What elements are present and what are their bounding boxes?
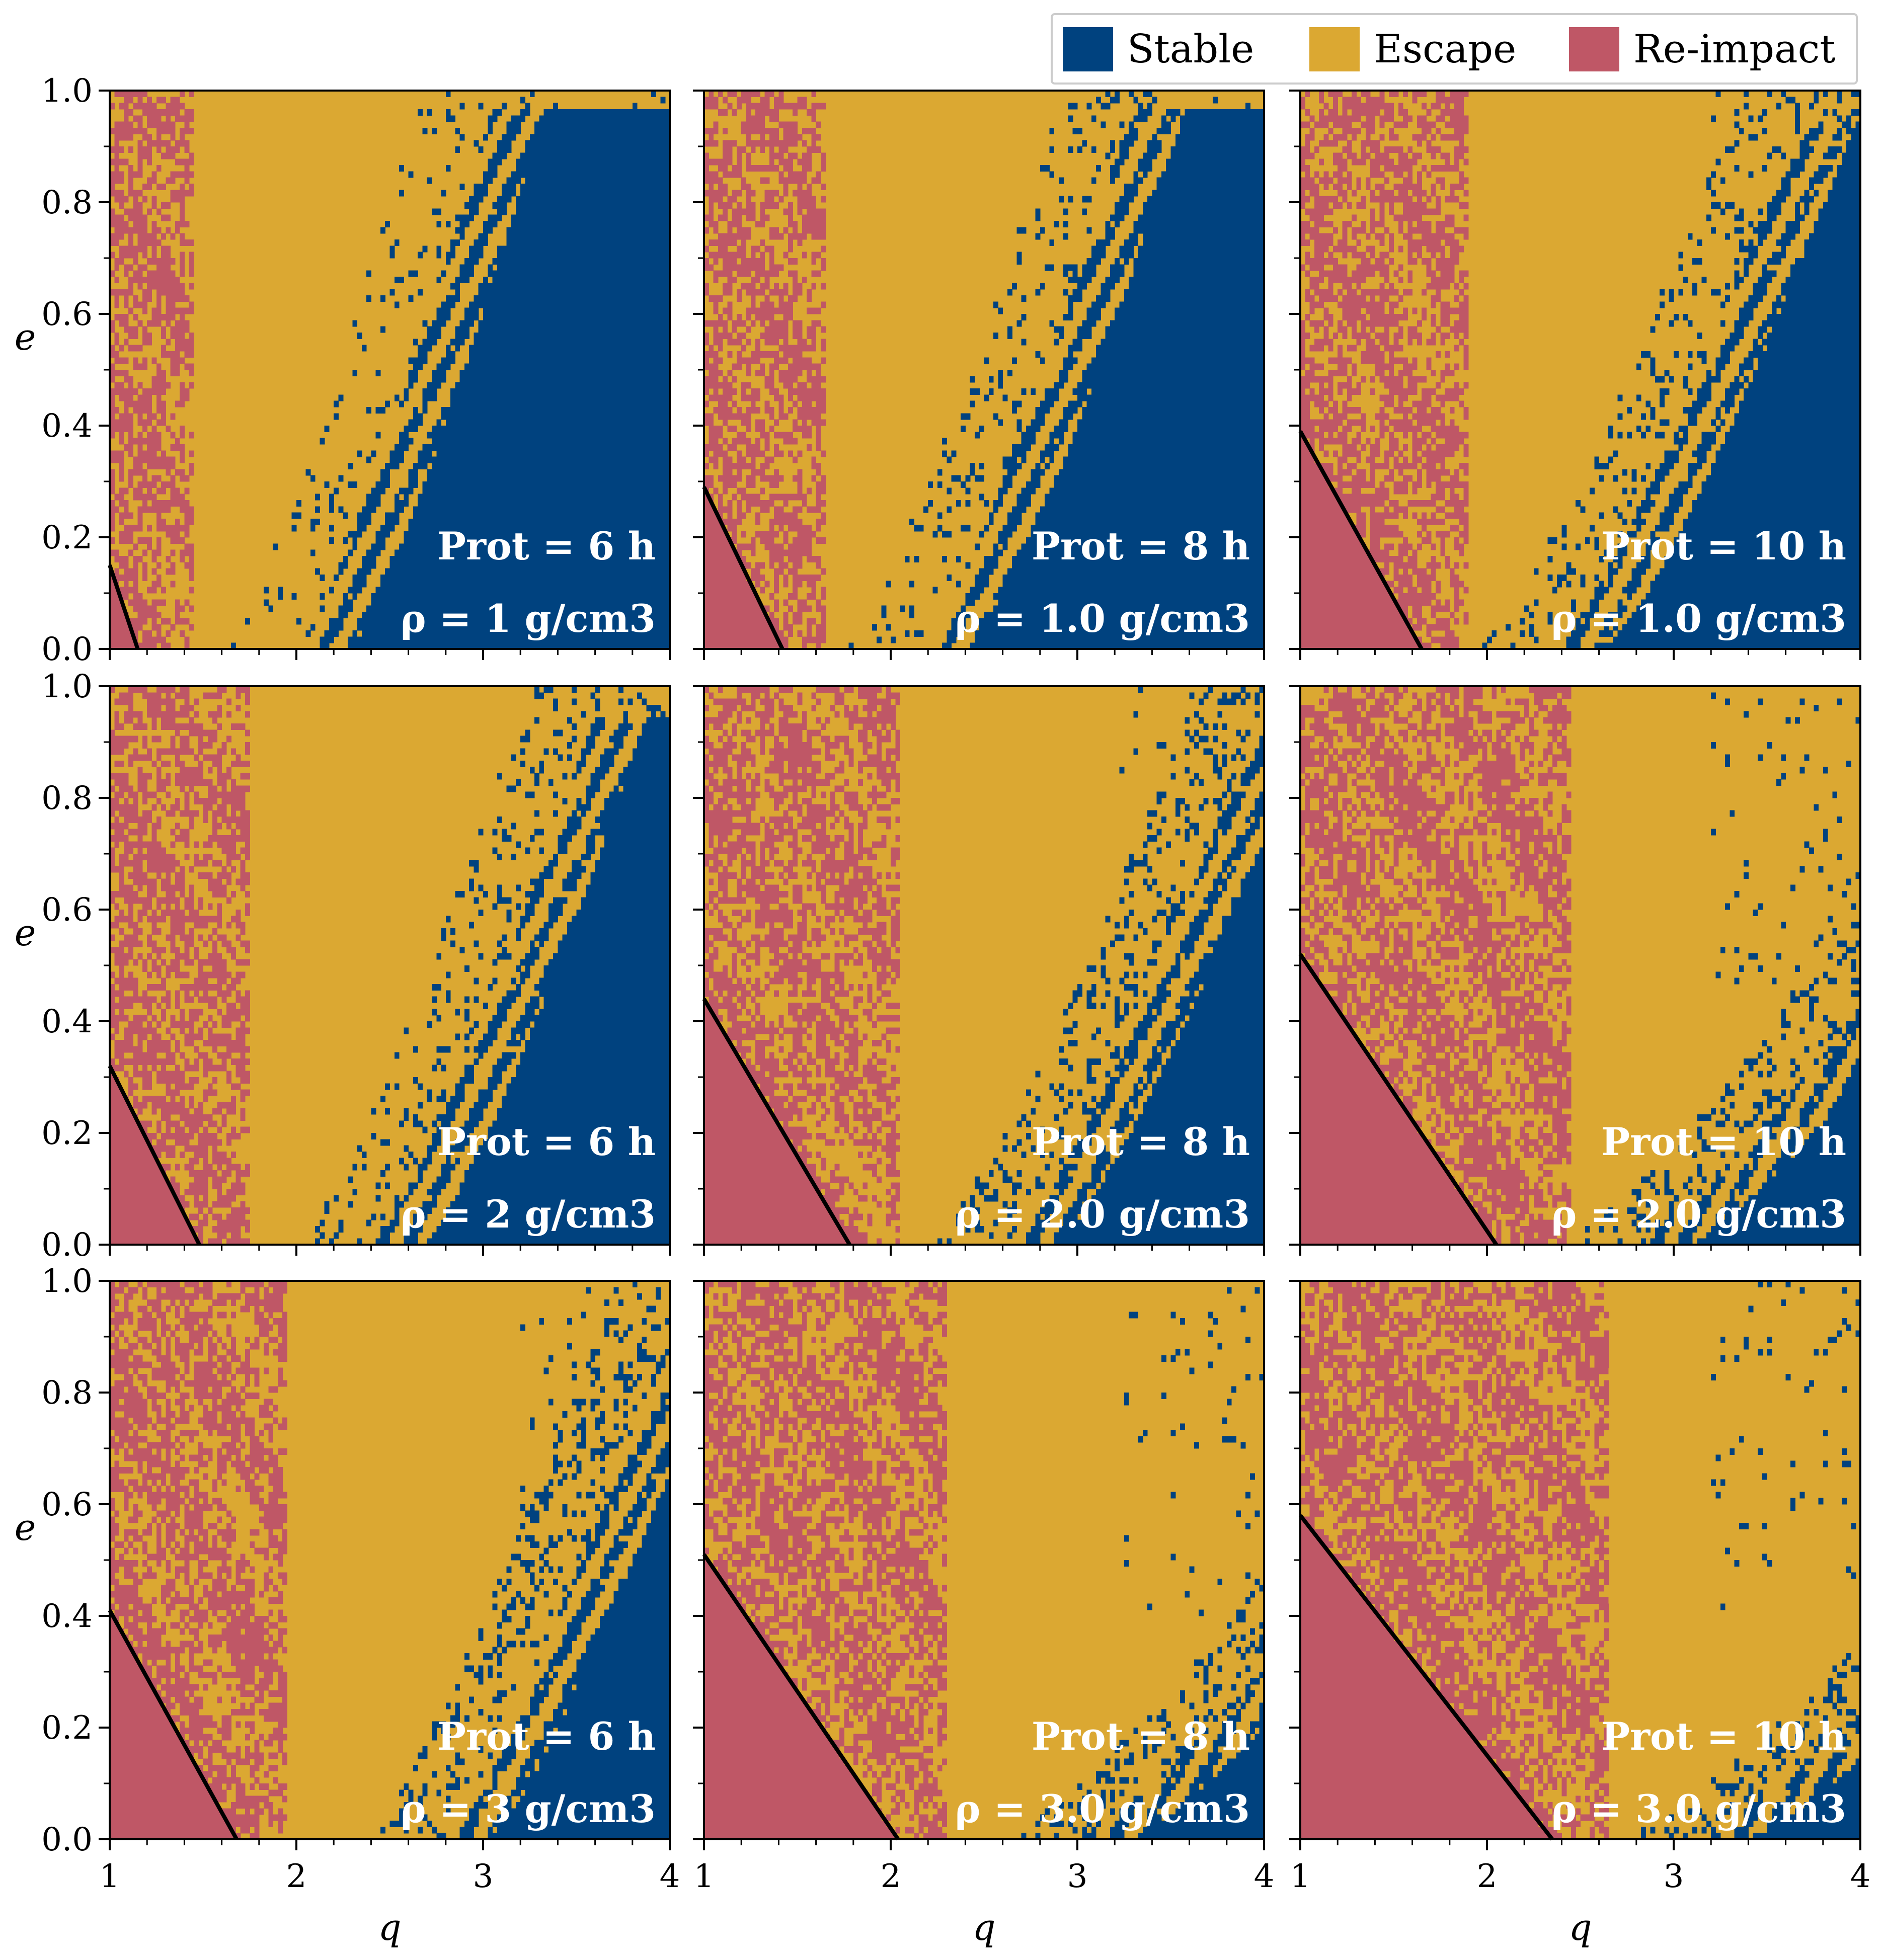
panels: 0.0 0.2 0.4 0.6 0.8 1.0 e Prot = 6 h ρ = 1 g/cm3… <box>15 72 1871 1948</box>
boundary-line <box>1298 953 1498 1246</box>
panel-2-3: Prot = 10 h ρ = 2.0 g/cm3 <box>1289 685 1861 1256</box>
boundary-line <box>108 1065 201 1246</box>
x-tick-label: 3 <box>473 1858 494 1895</box>
boundary-line <box>1298 430 1424 650</box>
panel-2-1: 0.0 0.2 0.4 0.6 0.8 1.0 e Prot = 6 h ρ = 2 g/cm3 <box>15 668 671 1264</box>
y-tick-label: 0.2 <box>41 1709 93 1747</box>
x-axis-label: q <box>1568 1906 1592 1948</box>
y-tick-label: 0.0 <box>41 631 93 668</box>
y-tick-label: 0.2 <box>41 1115 93 1152</box>
x-tick-label: 4 <box>660 1858 680 1895</box>
boundary-line <box>108 1609 239 1840</box>
heatmap-cells <box>110 1281 670 1840</box>
y-tick-label: 0.4 <box>41 407 93 445</box>
panel-rotation-label: Prot = 10 h <box>1601 1714 1846 1759</box>
legend-box <box>1051 13 1858 85</box>
panel-density-label: ρ = 3 g/cm3 <box>401 1786 656 1831</box>
y-tick-label: 0.8 <box>41 1374 93 1412</box>
y-tick-label: 0.0 <box>41 1821 93 1858</box>
panel-rotation-label: Prot = 8 h <box>1032 1714 1250 1759</box>
x-tick-label: 2 <box>286 1858 307 1895</box>
y-tick-label: 0.4 <box>41 1598 93 1635</box>
x-tick-label: 1 <box>100 1858 120 1895</box>
legend: Stable Escape Re-impact <box>1051 13 1858 85</box>
panel-rotation-label: Prot = 10 h <box>1601 524 1846 568</box>
panel-1-3: Prot = 10 h ρ = 1.0 g/cm3 <box>1289 90 1861 660</box>
panel-rotation-label: Prot = 6 h <box>437 1119 656 1164</box>
x-tick-label: 1 <box>1290 1858 1311 1895</box>
legend-label-escape: Escape <box>1374 27 1516 72</box>
boundary-line <box>1298 1514 1554 1841</box>
boundary-line <box>702 1553 900 1841</box>
legend-swatch-escape <box>1309 27 1360 71</box>
y-tick-label: 0.4 <box>41 1003 93 1040</box>
y-tick-label: 0.6 <box>41 1486 93 1523</box>
y-tick-label: 0.6 <box>41 891 93 929</box>
x-tick-label: 2 <box>881 1858 901 1895</box>
panel-rotation-label: Prot = 8 h <box>1032 524 1250 568</box>
y-axis-label: e <box>15 1506 36 1548</box>
legend-label-stable: Stable <box>1127 27 1254 72</box>
y-tick-label: 1.0 <box>41 668 93 705</box>
panel-rotation-label: Prot = 6 h <box>437 1714 656 1759</box>
y-tick-label: 1.0 <box>41 1263 93 1300</box>
heatmap-cells <box>110 686 670 1245</box>
panel-density-label: ρ = 3.0 g/cm3 <box>955 1786 1250 1831</box>
y-tick-label: 0.2 <box>41 519 93 556</box>
heatmap-cells <box>704 1281 1265 1840</box>
boundary-line <box>702 486 784 650</box>
panel-density-label: ρ = 1 g/cm3 <box>401 596 656 641</box>
x-tick-label: 2 <box>1477 1858 1498 1895</box>
heatmap-cells <box>1300 686 1861 1245</box>
x-tick-label: 3 <box>1664 1858 1684 1895</box>
panel-density-label: ρ = 3.0 g/cm3 <box>1551 1786 1846 1831</box>
panel-3-3: 1 2 3 4 q Prot = 10 h ρ = 3.0 g/cm3 <box>1289 1280 1871 1948</box>
heatmap-cells <box>704 91 1265 649</box>
panel-1-1: 0.0 0.2 0.4 0.6 0.8 1.0 e Prot = 6 h ρ = 1 g/cm3 <box>15 72 671 668</box>
heatmap-cells <box>1300 1281 1861 1840</box>
heatmap-cells <box>704 686 1265 1245</box>
x-tick-label: 1 <box>694 1858 715 1895</box>
panel-density-label: ρ = 2 g/cm3 <box>401 1192 656 1237</box>
panel-1-2: Prot = 8 h ρ = 1.0 g/cm3 <box>693 90 1265 660</box>
legend-swatch-re-impact <box>1569 27 1619 71</box>
panel-rotation-label: Prot = 10 h <box>1601 1119 1846 1164</box>
x-axis-label: q <box>378 1906 401 1948</box>
panel-2-2: Prot = 8 h ρ = 2.0 g/cm3 <box>693 685 1265 1256</box>
x-tick-label: 4 <box>1850 1858 1871 1895</box>
legend-swatch-stable <box>1063 27 1113 71</box>
panel-3-1: 1 2 3 4 0.0 0.2 0.4 0.6 0.8 1.0 e q Prot = 6 h ρ = 3 … <box>15 1263 680 1948</box>
boundary-line <box>108 564 140 650</box>
y-tick-label: 0.8 <box>41 780 93 817</box>
x-axis-label: q <box>972 1906 995 1948</box>
panel-3-2: 1 2 3 4 q Prot = 8 h ρ = 3.0 g/cm3 <box>693 1280 1275 1948</box>
heatmap-cells <box>110 91 670 649</box>
x-tick-label: 4 <box>1254 1858 1275 1895</box>
y-tick-label: 0.6 <box>41 296 93 333</box>
legend-label-re-impact: Re-impact <box>1633 27 1836 72</box>
panel-density-label: ρ = 2.0 g/cm3 <box>1551 1192 1846 1237</box>
x-tick-label: 3 <box>1067 1858 1088 1895</box>
panel-density-label: ρ = 1.0 g/cm3 <box>955 596 1250 641</box>
panel-density-label: ρ = 1.0 g/cm3 <box>1551 596 1846 641</box>
panel-density-label: ρ = 2.0 g/cm3 <box>955 1192 1250 1237</box>
y-axis-label: e <box>15 316 36 358</box>
boundary-line <box>702 998 851 1246</box>
y-tick-label: 0.8 <box>41 184 93 221</box>
panel-rotation-label: Prot = 6 h <box>437 524 656 568</box>
heatmap-cells <box>1300 91 1861 649</box>
panel-rotation-label: Prot = 8 h <box>1032 1119 1250 1164</box>
y-axis-label: e <box>15 912 36 954</box>
y-tick-label: 1.0 <box>41 72 93 110</box>
y-tick-label: 0.0 <box>41 1227 93 1264</box>
